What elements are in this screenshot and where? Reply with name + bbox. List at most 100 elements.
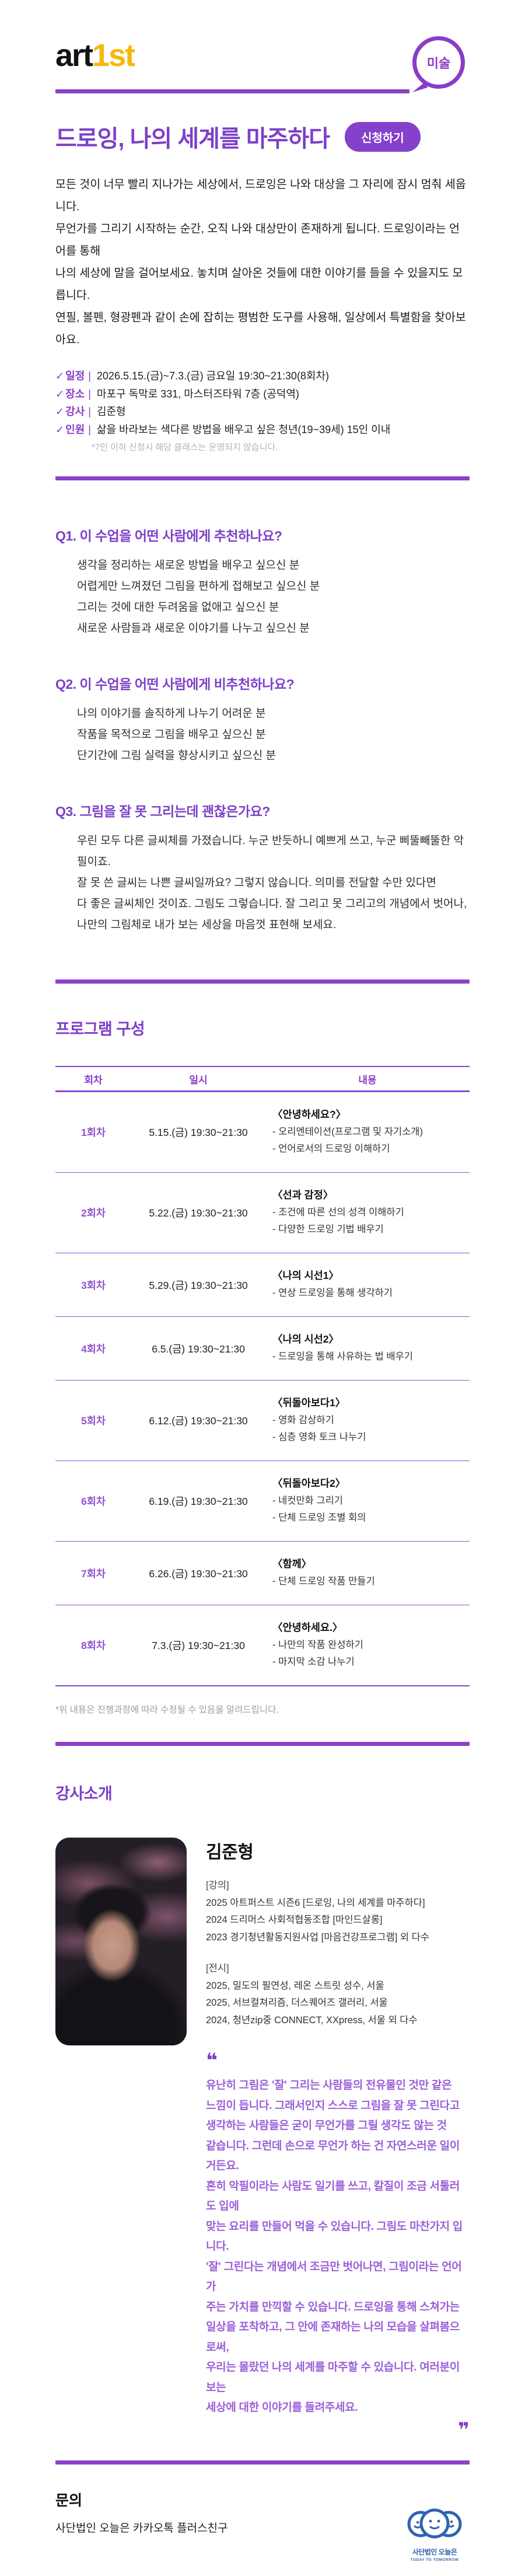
category-badge: 미술 (412, 36, 465, 89)
instructor-bio: 김준형 [강의] 2025 아트퍼스트 시즌6 [드로잉, 나의 세계를 마주하… (206, 1838, 470, 2441)
question-heading: Q1. 이 수업을 어떤 사람에게 추천하나요? (55, 528, 282, 543)
session-cell: 3회차 (81, 1279, 106, 1291)
exhibition-list: 2025, 밀도의 필연성, 레온 스트릿 성수, 서울 2025, 서브컬쳐리… (206, 1980, 418, 2026)
exhibition-history: [전시] 2025, 밀도의 필연성, 레온 스트릿 성수, 서울 2025, … (206, 1960, 470, 2029)
quote-text: 유난히 그림은 '잘' 그리는 사람들의 전유물인 것만 같은 느낌이 듭니다.… (206, 2079, 463, 2414)
program-section: 프로그램 구성 회차 일시 내용 1회차 5.15.(금) 19:30~21:3… (55, 1016, 470, 1716)
datetime-cell: 5.22.(금) 19:30~21:30 (149, 1207, 248, 1219)
question-answers: 나의 이야기를 솔직하게 나누기 어려운 분 작품을 목적으로 그림을 배우고 … (77, 707, 276, 762)
datetime-cell: 6.19.(금) 19:30~21:30 (149, 1496, 248, 1507)
info-item-instructor: ✓ 강사 | 김준형 (55, 403, 470, 421)
table-row: 1회차 5.15.(금) 19:30~21:30 〈안녕하세요?〉 - 오리엔테… (55, 1092, 470, 1172)
info-label: 인원 (65, 423, 85, 435)
program-table: 회차 일시 내용 1회차 5.15.(금) 19:30~21:30 〈안녕하세요… (55, 1066, 470, 1686)
exhibition-label: [전시] (206, 1963, 229, 1974)
qa-block-2: Q2. 이 수업을 어떤 사람에게 비추천하나요? 나의 이야기를 솔직하게 나… (55, 673, 470, 766)
title-row: 드로잉, 나의 세계를 마주하다 신청하기 (55, 120, 470, 154)
section-divider (55, 1742, 470, 1746)
open-quote-icon: ❝ (206, 2049, 218, 2072)
page-title: 드로잉, 나의 세계를 마주하다 (55, 126, 330, 152)
content-cell: 〈뒤돌아보다1〉 - 영화 감상하기 - 심층 영화 토크 나누기 (265, 1395, 470, 1446)
content-details: - 네컷만화 그리기 - 단체 드로잉 조별 회의 (272, 1496, 366, 1523)
info-value: 2026.5.15.(금)~7.3.(금) 금요일 19:30~21:30(8회… (96, 370, 330, 382)
datetime-cell: 6.12.(금) 19:30~21:30 (149, 1415, 248, 1427)
separator-bar: | (88, 406, 91, 417)
check-icon: ✓ (55, 406, 65, 417)
table-row: 3회차 5.29.(금) 19:30~21:30 〈나의 시선1〉 - 연상 드… (55, 1253, 470, 1316)
table-row: 6회차 6.19.(금) 19:30~21:30 〈뒤돌아보다2〉 - 네컷만화… (55, 1460, 470, 1541)
program-note: *위 내용은 진행과정에 따라 수정될 수 있음을 알려드립니다. (55, 1705, 279, 1715)
header-divider (55, 89, 410, 93)
program-heading: 프로그램 구성 (55, 1020, 145, 1038)
section-divider (55, 979, 470, 984)
content-title: 〈안녕하세요.〉 (272, 1622, 343, 1633)
three-faces-icon (407, 2508, 462, 2538)
check-icon: ✓ (55, 423, 65, 435)
capacity-note: *7인 이하 신청시 해당 클래스는 운영되지 않습니다. (92, 442, 278, 452)
content-cell: 〈함께〉 - 단체 드로잉 작품 만들기 (265, 1556, 470, 1590)
datetime-cell: 6.26.(금) 19:30~21:30 (149, 1567, 248, 1580)
column-header-datetime: 일시 (189, 1074, 208, 1086)
datetime-cell: 5.15.(금) 19:30~21:30 (149, 1127, 248, 1138)
info-item-capacity: ✓ 인원 | 삶을 바라보는 색다른 방법을 배우고 싶은 청년(19~39세)… (55, 421, 470, 439)
content-details: - 드로잉을 통해 사유하는 법 배우기 (272, 1351, 413, 1362)
org-logo: 사단법인 오늘은 TODAY TO TOMORROW (405, 2508, 464, 2562)
table-row: 8회차 7.3.(금) 19:30~21:30 〈안녕하세요.〉 - 나만의 작… (55, 1605, 470, 1685)
session-cell: 4회차 (81, 1343, 106, 1355)
column-header-content: 내용 (358, 1074, 377, 1086)
table-row: 5회차 6.12.(금) 19:30~21:30 〈뒤돌아보다1〉 - 영화 감… (55, 1380, 470, 1460)
instructor-row: 김준형 [강의] 2025 아트퍼스트 시즌6 [드로잉, 나의 세계를 마주하… (55, 1838, 470, 2441)
table-row: 4회차 6.5.(금) 19:30~21:30 〈나의 시선2〉 - 드로잉을 … (55, 1316, 470, 1380)
intro-paragraph: 모든 것이 너무 빨리 지나가는 세상에서, 드로잉은 나와 대상을 그 자리에… (55, 178, 466, 346)
info-item-place: ✓ 장소 | 마포구 독막로 331, 마스터즈타워 7층 (공덕역) (55, 385, 470, 403)
lecture-label: [강의] (206, 1880, 229, 1891)
instructor-quote: ❝ 유난히 그림은 '잘' 그리는 사람들의 전유물인 것만 같은 느낌이 듭니… (206, 2049, 470, 2441)
session-cell: 2회차 (81, 1207, 106, 1219)
close-quote-icon: ❞ (458, 2418, 470, 2441)
info-value: 김준형 (96, 406, 126, 417)
speech-bubble-tail-icon (412, 82, 428, 92)
content-cell: 〈안녕하세요?〉 - 오리엔테이션(프로그램 및 자기소개) - 언어로서의 드… (265, 1107, 470, 1158)
separator-bar: | (88, 388, 91, 400)
section-divider (55, 476, 470, 480)
lecture-history: [강의] 2025 아트퍼스트 시즌6 [드로잉, 나의 세계를 마주하다] 2… (206, 1877, 470, 1946)
qa-section: Q1. 이 수업을 어떤 사람에게 추천하나요? 생각을 정리하는 새로운 방법… (55, 525, 470, 936)
footer: 문의 사단법인 오늘은 카카오톡 플러스친구 사단 (55, 2489, 470, 2562)
qa-block-1: Q1. 이 수업을 어떤 사람에게 추천하나요? 생각을 정리하는 새로운 방법… (55, 525, 470, 639)
content-title: 〈안녕하세요?〉 (272, 1109, 346, 1120)
content-details: - 단체 드로잉 작품 만들기 (272, 1576, 375, 1587)
instructor-photo (55, 1838, 187, 2045)
separator-bar: | (88, 423, 91, 435)
content-title: 〈뒤돌아보다1〉 (272, 1397, 346, 1409)
content-title: 〈함께〉 (272, 1558, 312, 1570)
column-header-session: 회차 (84, 1074, 103, 1086)
content-title: 〈선과 감정〉 (272, 1189, 334, 1201)
info-item-schedule: ✓ 일정 | 2026.5.15.(금)~7.3.(금) 금요일 19:30~2… (55, 367, 470, 385)
content-cell: 〈나의 시선2〉 - 드로잉을 통해 사유하는 법 배우기 (265, 1331, 470, 1365)
info-value: 삶을 바라보는 색다른 방법을 배우고 싶은 청년(19~39세) 15인 이내 (96, 423, 391, 435)
datetime-cell: 5.29.(금) 19:30~21:30 (149, 1279, 248, 1291)
apply-button[interactable]: 신청하기 (345, 121, 421, 152)
logo-text-art: art (55, 38, 93, 73)
info-list: ✓ 일정 | 2026.5.15.(금)~7.3.(금) 금요일 19:30~2… (55, 367, 470, 438)
check-icon: ✓ (55, 370, 65, 382)
contact-heading: 문의 (55, 2492, 83, 2509)
question-heading: Q3. 그림을 잘 못 그리는데 괜찮은가요? (55, 804, 270, 819)
content-details: - 영화 감상하기 - 심층 영화 토크 나누기 (272, 1415, 366, 1442)
info-label: 장소 (65, 388, 85, 400)
content-title: 〈뒤돌아보다2〉 (272, 1477, 346, 1489)
content-details: - 조건에 따른 선의 성격 이해하기 - 다양한 드로잉 기법 배우기 (272, 1207, 404, 1235)
logo-text-1st: 1st (92, 38, 135, 73)
qa-block-3: Q3. 그림을 잘 못 그리는데 괜찮은가요? 우린 모두 다른 글씨체를 가졌… (55, 800, 470, 936)
content-cell: 〈선과 감정〉 - 조건에 따른 선의 성격 이해하기 - 다양한 드로잉 기법… (265, 1187, 470, 1238)
category-badge-label: 미술 (426, 56, 451, 71)
content-title: 〈나의 시선2〉 (272, 1333, 339, 1345)
info-label: 강사 (65, 406, 85, 417)
datetime-cell: 6.5.(금) 19:30~21:30 (152, 1343, 245, 1355)
session-cell: 6회차 (81, 1496, 106, 1507)
content-cell: 〈나의 시선1〉 - 연상 드로잉을 통해 생각하기 (265, 1268, 470, 1302)
instructor-heading: 강사소개 (55, 1785, 113, 1803)
question-answers: 생각을 정리하는 새로운 방법을 배우고 싶으신 분 어렵게만 느껴졌던 그림을… (77, 559, 320, 635)
table-row: 7회차 6.26.(금) 19:30~21:30 〈함께〉 - 단체 드로잉 작… (55, 1541, 470, 1605)
